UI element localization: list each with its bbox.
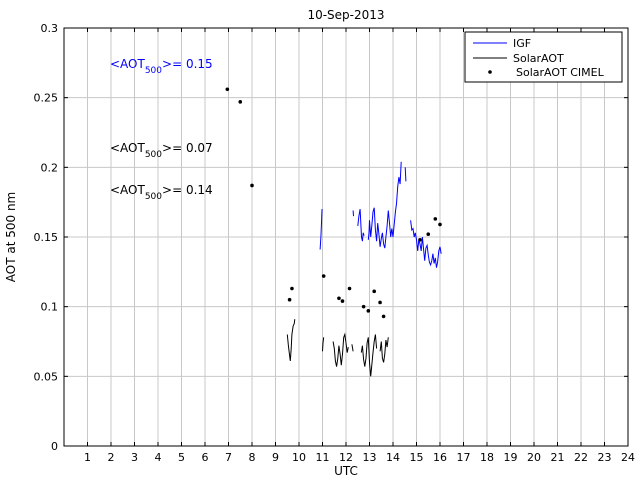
x-axis-label: UTC	[334, 464, 358, 478]
series-cimel-point	[378, 300, 382, 305]
x-tick-label: 5	[178, 451, 185, 464]
x-tick-label: 20	[527, 451, 541, 464]
annotation-prefix: <AOT	[110, 141, 145, 155]
series-cimel-point	[340, 299, 345, 303]
x-tick-label: 21	[551, 451, 565, 464]
series-cimel-point	[238, 100, 243, 104]
series-cimel-point	[433, 217, 438, 221]
x-tick-label: 3	[131, 451, 138, 464]
annotation-suffix: >= 0.07	[162, 141, 213, 155]
annotation-suffix: >= 0.15	[162, 57, 213, 71]
y-axis-label: AOT at 500 nm	[4, 192, 18, 282]
x-tick-label: 6	[202, 451, 209, 464]
series-cimel-point	[426, 232, 431, 237]
x-tick-label: 14	[386, 451, 400, 464]
series-cimel-point	[366, 309, 371, 313]
series-igf-line	[404, 167, 407, 182]
legend-label-igf: IGF	[513, 37, 531, 50]
series-cimel-point	[321, 274, 326, 278]
x-tick-label: 9	[272, 451, 279, 464]
x-tick-label: 7	[225, 451, 232, 464]
ticks: 1 2 3 4 5 6 7 8 9 10 11 12 13 14 15 16 17 18 19 20 21 22 23 240…	[34, 22, 636, 464]
series-cimel-point	[418, 237, 422, 242]
legend-swatch-cimel	[488, 70, 492, 74]
x-tick-label: 2	[108, 451, 115, 464]
series-cimel-point	[361, 304, 366, 309]
series-cimel-point	[381, 314, 386, 319]
x-tick-label: 17	[457, 451, 471, 464]
series-solaraot-line	[332, 332, 349, 367]
series-cimel-point	[225, 87, 230, 92]
x-tick-label: 10	[292, 451, 306, 464]
y-tick-label: 0	[51, 440, 58, 453]
series-cimel-point	[287, 297, 292, 302]
series-igf-line	[357, 209, 365, 242]
x-tick-label: 16	[433, 451, 447, 464]
series-cimel-point	[337, 296, 341, 301]
legend-box	[464, 31, 623, 83]
x-tick-label: 11	[316, 451, 330, 464]
x-tick-label: 8	[249, 451, 256, 464]
annotation-subscript: 500	[145, 66, 162, 76]
annotations: <AOT500>= 0.15<AOT500>= 0.07<AOT500>= 0.…	[110, 57, 213, 202]
annotation-subscript: 500	[145, 192, 162, 202]
series-igf-line	[410, 220, 442, 268]
x-tick-label: 12	[339, 451, 353, 464]
legend: IGF SolarAOT SolarAOT CIMEL	[464, 31, 623, 83]
series-solaraot-line	[286, 319, 296, 362]
annotation-mean-aot: <AOT500>= 0.14	[110, 183, 213, 202]
x-tick-label: 1	[84, 451, 91, 464]
x-tick-label: 23	[598, 451, 612, 464]
annotation-subscript: 500	[145, 150, 162, 160]
annotation-suffix: >= 0.14	[162, 183, 213, 197]
y-tick-label: 0.3	[41, 22, 59, 35]
series-cimel-point	[372, 289, 377, 294]
x-tick-label: 19	[504, 451, 518, 464]
series-solaraot-line	[351, 344, 354, 352]
annotation-mean-aot: <AOT500>= 0.07	[110, 141, 213, 160]
y-tick-label: 0.15	[34, 231, 59, 244]
legend-label-cimel: SolarAOT CIMEL	[516, 66, 605, 79]
series-layer	[225, 87, 442, 377]
series-solaraot-line	[379, 337, 389, 363]
x-tick-label: 18	[480, 451, 494, 464]
y-tick-label: 0.25	[34, 92, 59, 105]
y-tick-label: 0.2	[41, 161, 59, 174]
series-cimel-point	[347, 286, 352, 291]
x-tick-label: 13	[363, 451, 377, 464]
x-tick-label: 24	[621, 451, 635, 464]
legend-label-solaraot: SolarAOT	[513, 52, 564, 65]
annotation-prefix: <AOT	[110, 183, 145, 197]
series-igf-line	[367, 161, 402, 249]
series-cimel-point	[250, 183, 254, 188]
series-solaraot-line	[322, 337, 325, 352]
annotation-prefix: <AOT	[110, 57, 145, 71]
annotation-mean-aot: <AOT500>= 0.15	[110, 57, 213, 76]
series-igf-line	[319, 209, 323, 250]
series-cimel-point	[290, 286, 294, 291]
chart-title: 10-Sep-2013	[307, 8, 384, 22]
x-tick-label: 22	[574, 451, 588, 464]
series-cimel-point	[438, 222, 442, 227]
y-tick-label: 0.1	[41, 301, 59, 314]
series-solaraot-line	[360, 334, 378, 377]
x-tick-label: 4	[155, 451, 162, 464]
x-tick-label: 15	[410, 451, 424, 464]
y-tick-label: 0.05	[34, 370, 59, 383]
